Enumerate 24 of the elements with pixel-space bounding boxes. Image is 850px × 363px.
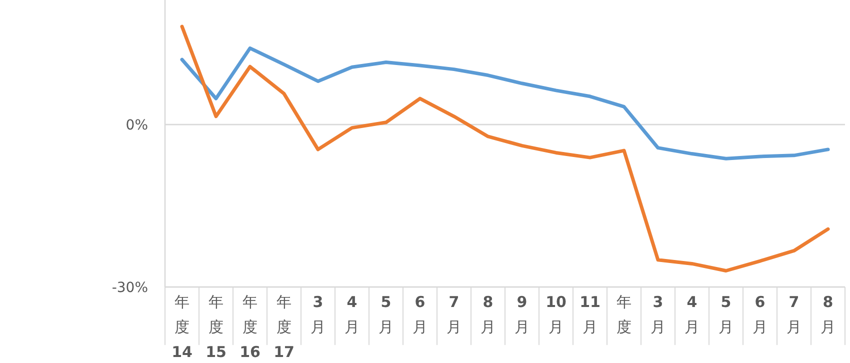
x-tick-label: 年度	[616, 293, 632, 336]
x-tick-label: 4月	[344, 293, 360, 336]
line-series	[180, 46, 830, 160]
x-tick-label: 6月	[752, 293, 768, 336]
x-tick-label: 7月	[446, 293, 462, 336]
x-tick-label: 8月	[480, 293, 496, 336]
x-tick-label: 4月	[684, 293, 700, 336]
x-tick-label: 5月	[378, 293, 394, 336]
x-tick-label: 11月	[580, 293, 600, 336]
x-tick-label: 6月	[412, 293, 428, 336]
x-tick-label: 年度16	[240, 293, 260, 361]
x-tick-label: 3月	[310, 293, 326, 336]
x-tick-label: 年度14	[172, 293, 192, 361]
x-tick-label: 8月	[820, 293, 836, 336]
y-tick-label: 0%	[126, 118, 148, 134]
line-series	[180, 24, 830, 273]
x-tick-label: 年度15	[206, 293, 226, 361]
y-tick-label: -30%	[112, 280, 148, 296]
x-tick-label: 7月	[786, 293, 802, 336]
x-tick-label: 9月	[514, 293, 530, 336]
x-tick-label: 3月	[650, 293, 666, 336]
x-tick-label: 年度17	[274, 293, 294, 361]
x-tick-label: 5月	[718, 293, 734, 336]
x-tick-label: 10月	[546, 293, 566, 336]
